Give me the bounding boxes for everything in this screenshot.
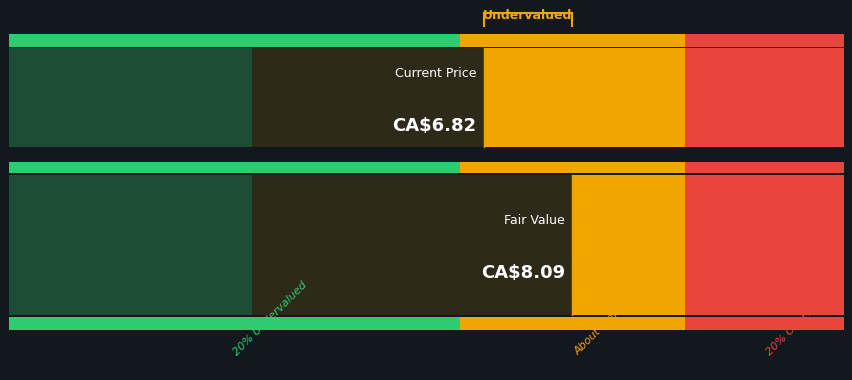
- Bar: [459, 317, 684, 329]
- Bar: [684, 33, 843, 47]
- Bar: [252, 175, 572, 315]
- Bar: [9, 49, 843, 147]
- Bar: [459, 49, 684, 147]
- Text: 20% Undervalued: 20% Undervalued: [231, 280, 308, 357]
- Bar: [684, 162, 843, 173]
- Bar: [684, 175, 843, 315]
- Bar: [459, 33, 684, 47]
- Bar: [9, 175, 843, 315]
- Bar: [684, 49, 843, 147]
- Bar: [684, 317, 843, 329]
- Text: Current Price: Current Price: [394, 67, 476, 80]
- Bar: [9, 317, 459, 329]
- Bar: [252, 49, 483, 147]
- Text: CA$8.09: CA$8.09: [481, 264, 565, 282]
- Text: Undervalued: Undervalued: [482, 10, 572, 22]
- Text: Fair Value: Fair Value: [504, 214, 565, 227]
- Bar: [9, 162, 459, 173]
- Bar: [459, 162, 684, 173]
- Text: 20% Overvalued: 20% Overvalued: [763, 285, 836, 357]
- Bar: [459, 175, 684, 315]
- Bar: [9, 33, 459, 47]
- Text: CA$6.82: CA$6.82: [392, 117, 476, 135]
- Text: About Right: About Right: [572, 304, 625, 357]
